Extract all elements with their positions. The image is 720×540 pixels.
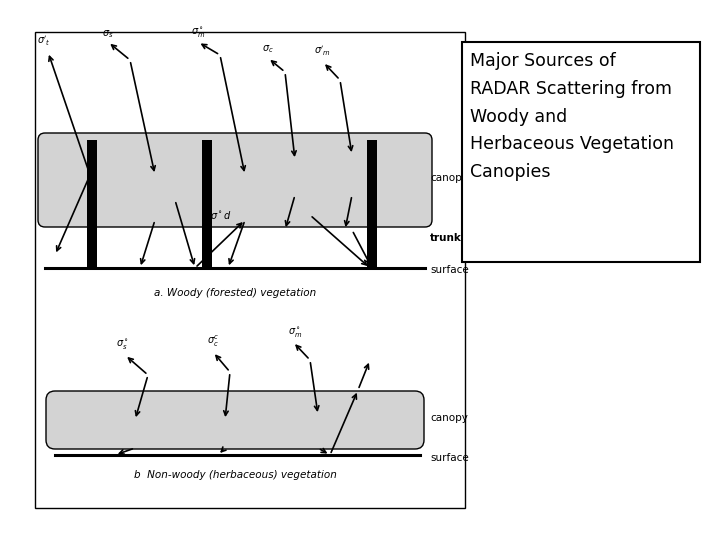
Text: canopy: canopy xyxy=(430,413,468,423)
Text: b  Non-woody (herbaceous) vegetation: b Non-woody (herbaceous) vegetation xyxy=(134,470,336,480)
Text: $\sigma'_t$: $\sigma'_t$ xyxy=(37,35,51,48)
Bar xyxy=(367,140,377,268)
Text: $\sigma^c_c$: $\sigma^c_c$ xyxy=(207,334,219,349)
Text: Major Sources of
RADAR Scattering from
Woody and
Herbaceous Vegetation
Canopies: Major Sources of RADAR Scattering from W… xyxy=(470,52,674,181)
Text: $\sigma^\circ_m$: $\sigma^\circ_m$ xyxy=(191,25,205,40)
FancyBboxPatch shape xyxy=(46,391,424,449)
Text: $\sigma^\circ_s$: $\sigma^\circ_s$ xyxy=(117,337,130,352)
Text: surface: surface xyxy=(430,453,469,463)
Text: canopy: canopy xyxy=(430,173,468,183)
Bar xyxy=(202,140,212,268)
Text: $\sigma'_m$: $\sigma'_m$ xyxy=(315,44,331,58)
Text: $\sigma_s$: $\sigma_s$ xyxy=(102,28,114,40)
Text: $\sigma_c$: $\sigma_c$ xyxy=(262,43,274,55)
Text: $\sigma^\circ_m$: $\sigma^\circ_m$ xyxy=(288,325,302,340)
FancyBboxPatch shape xyxy=(462,42,700,262)
Text: trunk: trunk xyxy=(430,233,462,243)
Text: surface: surface xyxy=(430,265,469,275)
Text: $\sigma^\circ d$: $\sigma^\circ d$ xyxy=(210,209,232,221)
Text: a. Woody (forested) vegetation: a. Woody (forested) vegetation xyxy=(154,288,316,298)
FancyBboxPatch shape xyxy=(38,133,432,227)
Bar xyxy=(87,140,97,268)
FancyBboxPatch shape xyxy=(35,32,465,508)
